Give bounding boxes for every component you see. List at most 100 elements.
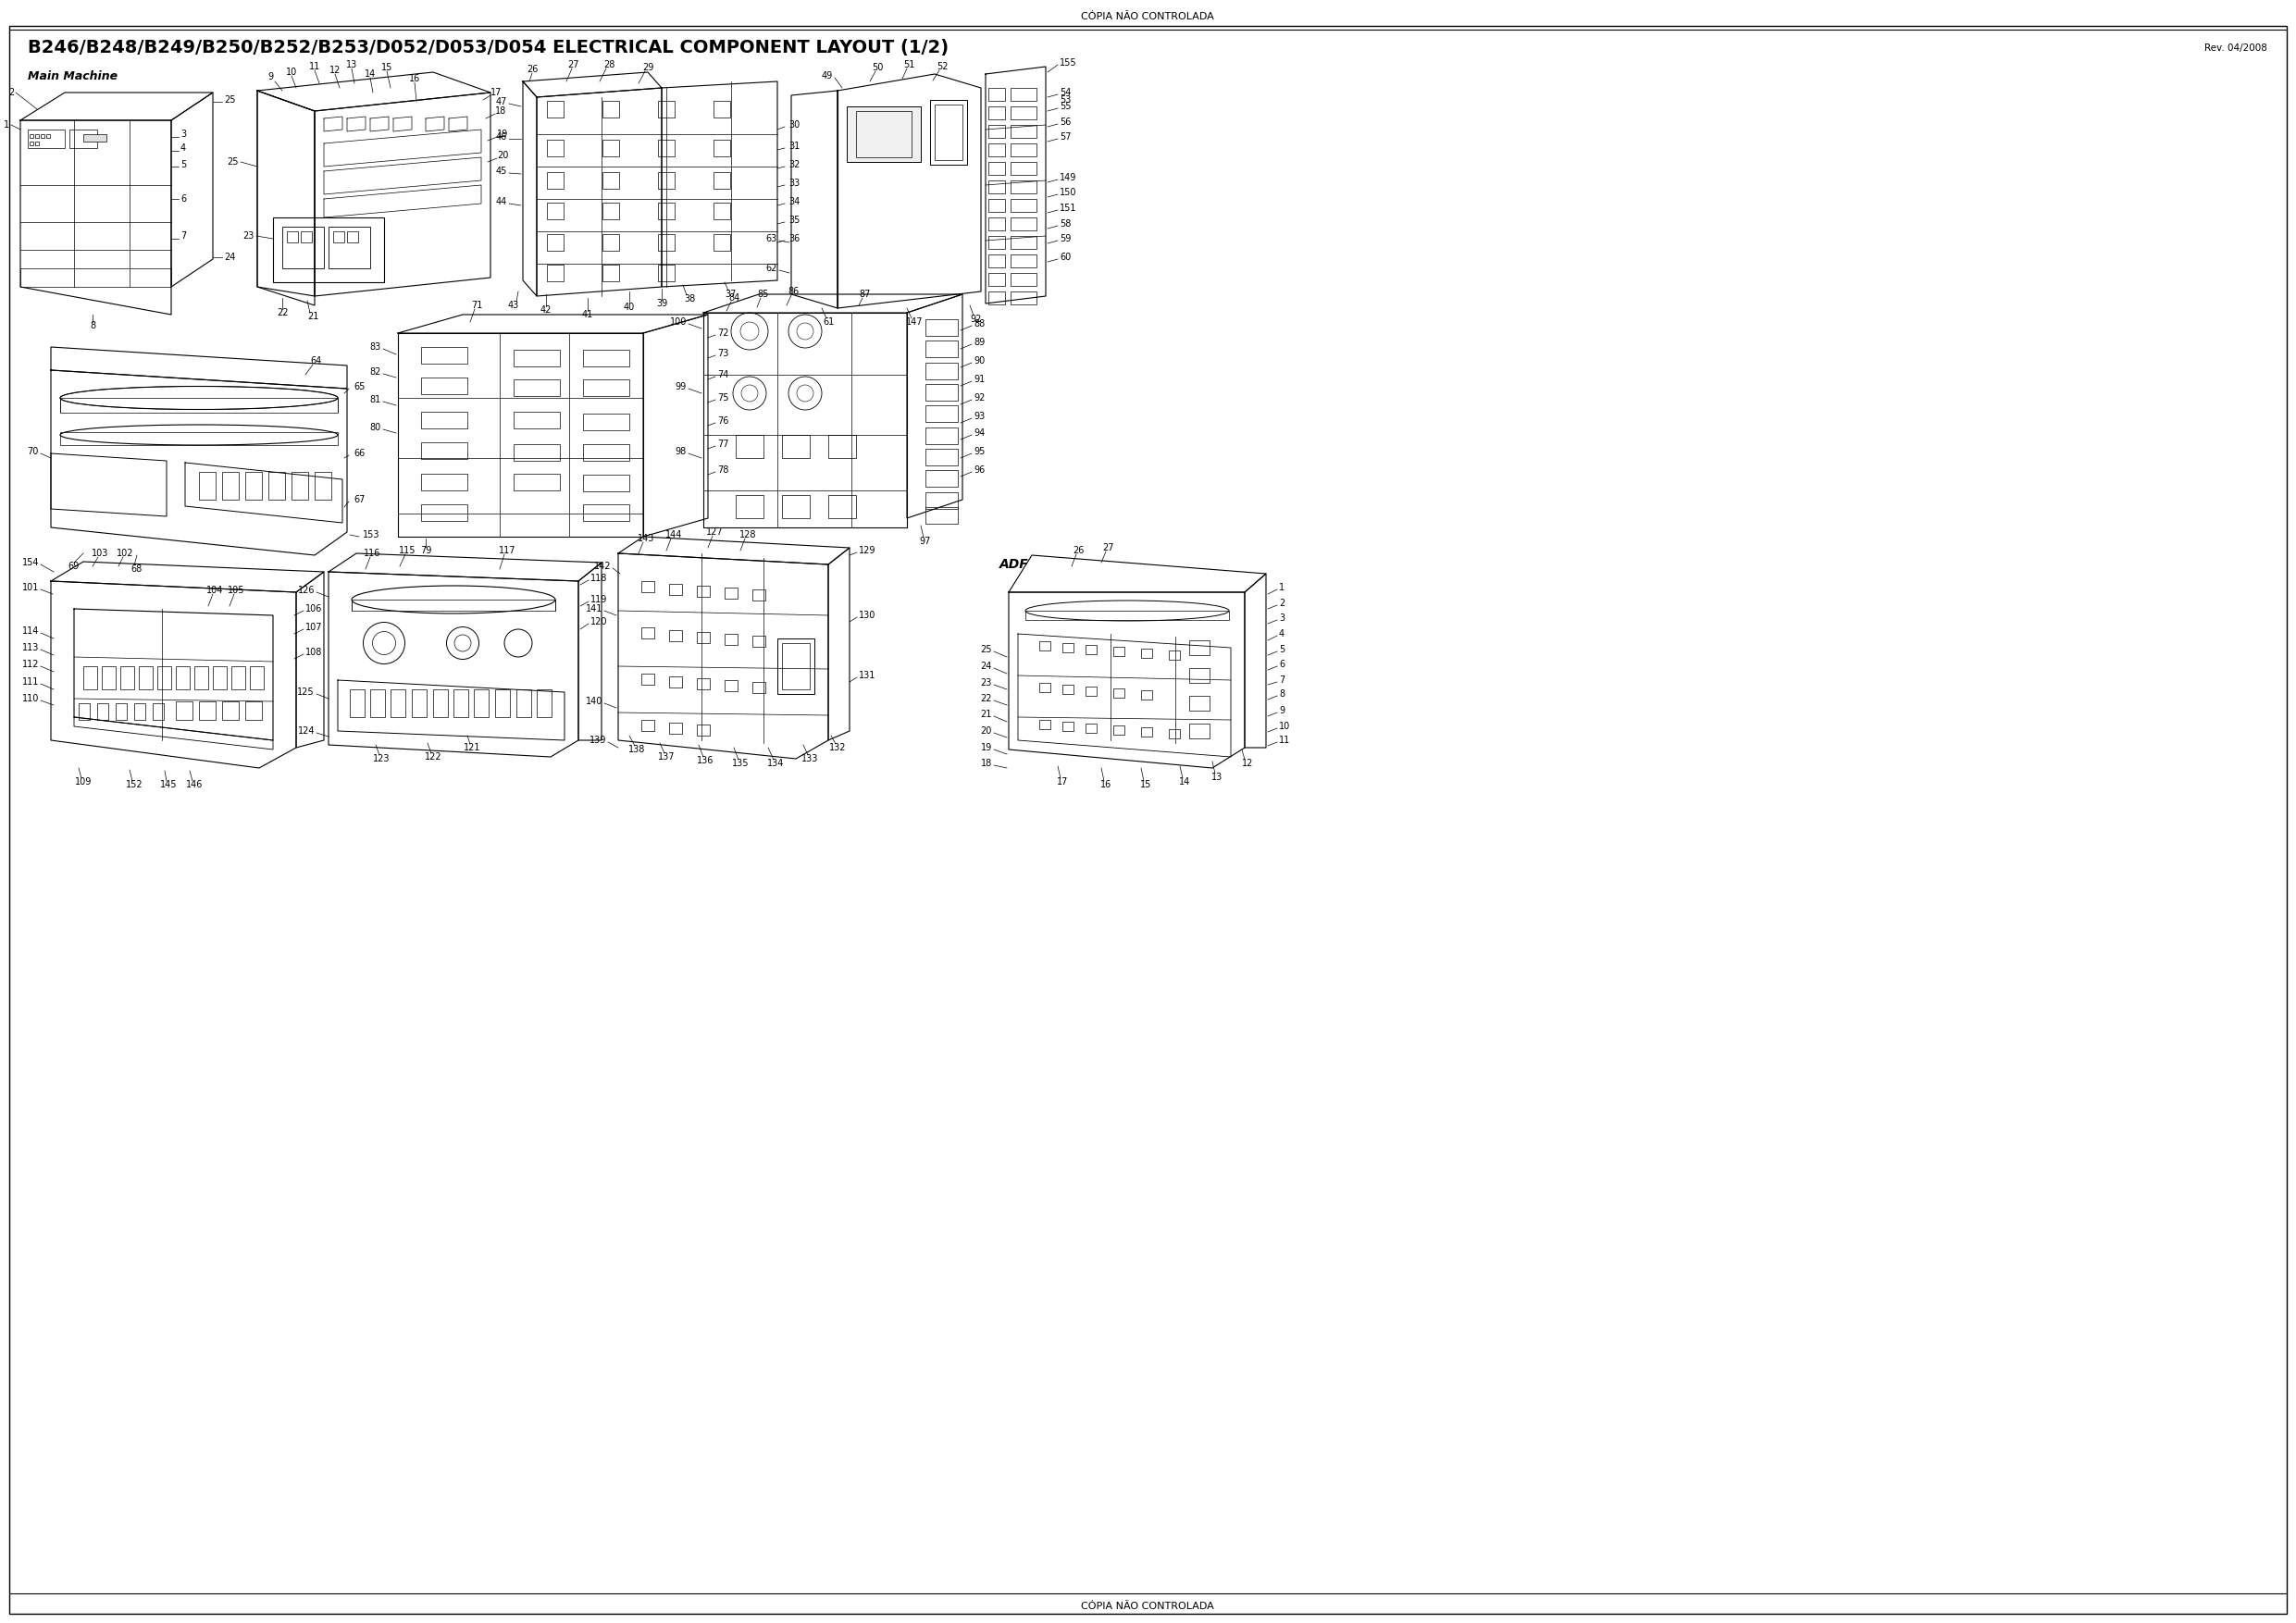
- Text: 66: 66: [354, 450, 365, 458]
- Bar: [987, 143, 1006, 156]
- Text: 71: 71: [471, 300, 482, 310]
- Text: 25: 25: [225, 96, 236, 104]
- Bar: [1063, 643, 1075, 652]
- Bar: [783, 643, 810, 690]
- Text: 78: 78: [716, 466, 728, 474]
- Text: 34: 34: [788, 196, 799, 206]
- Text: 89: 89: [974, 338, 985, 347]
- Bar: [34, 135, 39, 138]
- Bar: [133, 703, 145, 721]
- Text: 111: 111: [23, 677, 39, 687]
- Text: 92: 92: [974, 393, 985, 403]
- Bar: [641, 581, 654, 592]
- Bar: [726, 588, 737, 599]
- Bar: [583, 474, 629, 492]
- Bar: [753, 589, 765, 601]
- Text: 137: 137: [657, 753, 675, 761]
- Bar: [1026, 610, 1228, 620]
- Bar: [714, 234, 730, 252]
- Text: 6: 6: [181, 195, 186, 203]
- Text: 91: 91: [974, 375, 985, 385]
- Text: 19: 19: [980, 743, 992, 753]
- Text: 97: 97: [921, 537, 932, 545]
- Bar: [925, 506, 957, 524]
- Text: 15: 15: [381, 63, 393, 71]
- Bar: [1141, 649, 1153, 657]
- Bar: [328, 227, 370, 268]
- Text: 152: 152: [126, 781, 142, 789]
- Text: 53: 53: [1061, 96, 1070, 104]
- Bar: [1063, 685, 1075, 695]
- Text: 65: 65: [354, 381, 365, 391]
- Text: 26: 26: [1072, 545, 1084, 555]
- Text: 125: 125: [298, 688, 315, 696]
- Bar: [138, 665, 154, 690]
- Text: 9: 9: [266, 71, 273, 81]
- Text: 122: 122: [425, 753, 441, 761]
- Text: 119: 119: [590, 596, 608, 604]
- Bar: [925, 471, 957, 487]
- Bar: [1189, 641, 1210, 656]
- Text: 123: 123: [372, 755, 390, 763]
- Text: 9: 9: [1279, 706, 1286, 716]
- Text: 2: 2: [1279, 599, 1286, 609]
- Bar: [698, 678, 709, 690]
- Text: 37: 37: [726, 289, 737, 299]
- Bar: [583, 505, 629, 521]
- Text: 85: 85: [758, 289, 769, 299]
- Bar: [668, 677, 682, 688]
- Text: 77: 77: [716, 440, 728, 450]
- Bar: [177, 665, 191, 690]
- Text: 108: 108: [305, 648, 321, 657]
- Bar: [420, 412, 468, 428]
- Text: 26: 26: [526, 65, 537, 75]
- Text: 59: 59: [1061, 234, 1070, 243]
- Bar: [659, 265, 675, 281]
- Text: 51: 51: [902, 60, 914, 70]
- Bar: [96, 703, 108, 721]
- Bar: [987, 217, 1006, 230]
- Text: 134: 134: [767, 760, 783, 768]
- Bar: [847, 107, 921, 162]
- Bar: [517, 690, 530, 717]
- Bar: [119, 665, 133, 690]
- Bar: [934, 104, 962, 161]
- Text: 64: 64: [310, 355, 321, 365]
- Bar: [546, 265, 563, 281]
- Text: 27: 27: [1102, 544, 1114, 552]
- Bar: [420, 474, 468, 490]
- Bar: [925, 492, 957, 510]
- Text: 69: 69: [69, 562, 80, 571]
- Text: 11: 11: [1279, 735, 1290, 745]
- Bar: [602, 265, 620, 281]
- Bar: [925, 385, 957, 401]
- Bar: [1040, 641, 1049, 651]
- Bar: [735, 495, 765, 518]
- Text: 57: 57: [1061, 133, 1072, 141]
- Text: 140: 140: [585, 696, 602, 706]
- Bar: [30, 141, 34, 146]
- Bar: [420, 378, 468, 394]
- Text: CÓPIA NÃO CONTROLADA: CÓPIA NÃO CONTROLADA: [1081, 1602, 1215, 1612]
- Bar: [546, 101, 563, 117]
- Bar: [778, 638, 815, 695]
- Bar: [925, 406, 957, 422]
- Bar: [78, 703, 90, 721]
- Text: 32: 32: [788, 161, 799, 169]
- Bar: [925, 362, 957, 380]
- Bar: [347, 232, 358, 242]
- Bar: [28, 130, 64, 148]
- Bar: [783, 495, 810, 518]
- Text: 3: 3: [1279, 613, 1286, 623]
- Bar: [1010, 107, 1035, 120]
- Bar: [21, 268, 172, 287]
- Bar: [41, 135, 44, 138]
- Text: 13: 13: [347, 60, 358, 70]
- Text: 55: 55: [1061, 102, 1072, 110]
- Text: 60: 60: [1061, 253, 1070, 261]
- Bar: [46, 135, 51, 138]
- Bar: [246, 472, 262, 500]
- Text: 54: 54: [1061, 88, 1070, 97]
- Text: 76: 76: [716, 417, 728, 425]
- Bar: [301, 232, 312, 242]
